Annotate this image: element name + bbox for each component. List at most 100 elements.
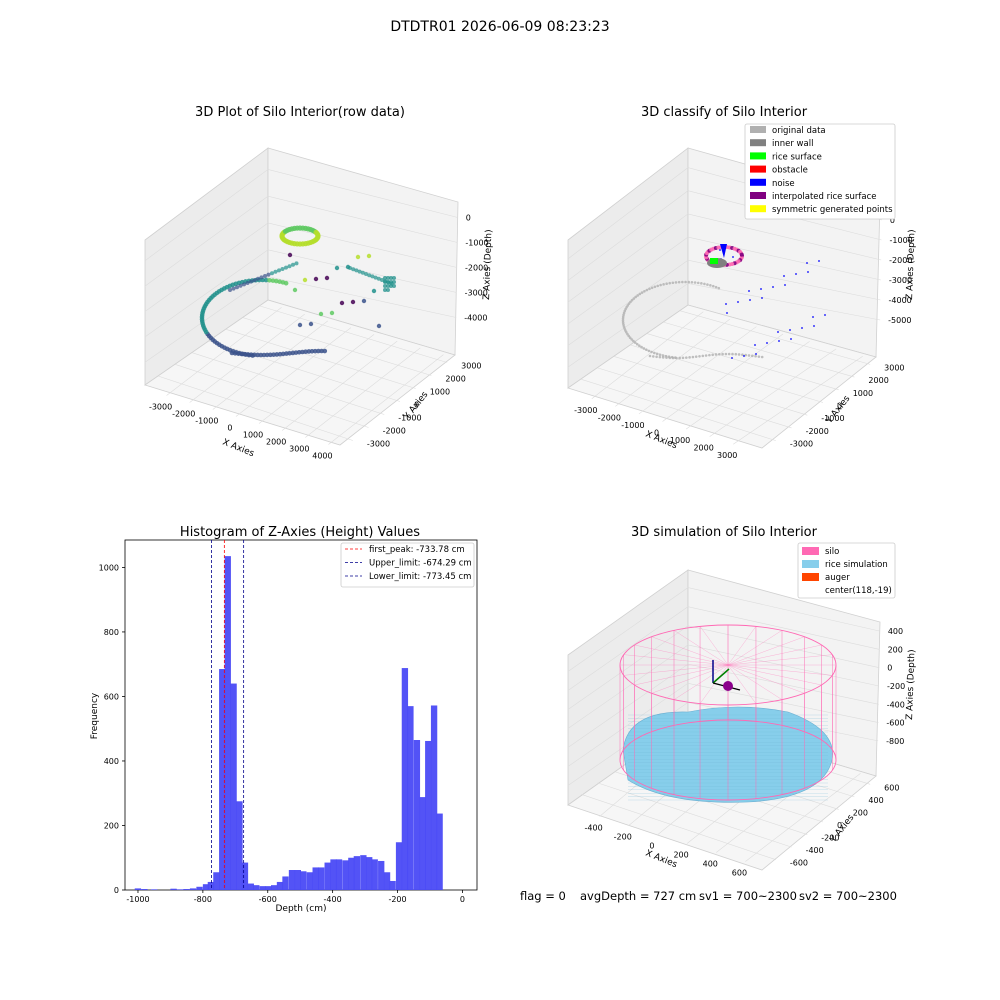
data-point: [339, 300, 345, 306]
gridline: [192, 352, 385, 415]
x-tick-label: 0: [227, 424, 232, 433]
data-point: [383, 284, 387, 288]
data-point: [700, 282, 703, 285]
data-point: [258, 352, 264, 358]
data-point: [650, 350, 653, 354]
data-point: [818, 260, 820, 262]
data-point: [621, 319, 625, 323]
x-tick-label: 1000: [670, 436, 690, 445]
data-point: [392, 276, 396, 280]
data-point: [812, 316, 814, 318]
data-point: [658, 355, 662, 359]
data-point: [259, 275, 264, 280]
data-point: [626, 304, 630, 307]
data-point: [640, 345, 643, 349]
data-point: [292, 287, 298, 293]
data-point: [351, 267, 356, 272]
z-tick-label: 400: [888, 627, 903, 636]
histogram-bar: [436, 813, 443, 890]
classify-gridlines: [567, 167, 882, 445]
data-point: [622, 323, 625, 326]
histogram-bar: [407, 706, 414, 890]
silo-roof-line: [651, 664, 729, 694]
x-tick-label: 2000: [266, 438, 286, 447]
gridline: [663, 321, 855, 378]
legend-label: inner wall: [772, 139, 813, 149]
x-tick-label: 400: [703, 860, 718, 869]
data-point: [277, 268, 281, 273]
z-tick-label: 200: [888, 645, 903, 654]
y-tick-label: -2000: [383, 427, 406, 436]
data-point: [801, 327, 803, 329]
silo-roof-line: [699, 626, 729, 666]
data-point: [638, 292, 642, 296]
data-point: [632, 297, 636, 300]
data-point: [760, 355, 764, 359]
legend-label: noise: [772, 179, 795, 189]
data-point: [357, 269, 362, 274]
data-point: [655, 355, 658, 359]
data-point: [361, 298, 367, 304]
x-tick-label: 1000: [243, 431, 263, 440]
data-point: [627, 302, 631, 305]
gridline: [567, 190, 882, 281]
data-point: [772, 286, 774, 288]
data-point: [783, 275, 785, 277]
gridline: [242, 317, 432, 376]
data-point: [734, 352, 738, 356]
x-tick-label: 0: [649, 842, 654, 851]
data-point: [643, 289, 646, 293]
data-point: [691, 355, 695, 359]
data-point: [297, 322, 303, 328]
histogram-bar: [176, 889, 184, 890]
raw-y-ticks: -3000 -2000 -1000 0 1000 2000 3000: [367, 362, 482, 449]
panel-simulation-3d: 3D simulation of Silo Interior -400 -200 0…: [567, 525, 917, 878]
data-point: [717, 286, 721, 290]
data-point: [727, 352, 731, 356]
data-point: [731, 357, 733, 359]
histogram-bar: [183, 889, 190, 890]
gridline: [567, 213, 882, 303]
data-point: [719, 249, 721, 251]
gridline: [166, 307, 282, 396]
classify-x-label: X Axies: [644, 430, 679, 452]
gridline: [745, 773, 861, 862]
data-point: [621, 315, 625, 319]
data-point: [242, 282, 246, 287]
data-point: [706, 283, 709, 286]
histogram-bar: [134, 888, 142, 890]
panel-raw-3d: 3D Plot of Silo Interior(row data) -3000…: [144, 105, 494, 461]
data-point: [627, 334, 631, 338]
data-point: [698, 354, 701, 358]
simulation-z-ticks: -800 -600 -400 -200 0 200 400: [886, 627, 905, 746]
data-point: [319, 348, 324, 354]
data-point: [645, 348, 648, 352]
gridline: [679, 310, 871, 365]
legend-swatch: [750, 126, 766, 133]
x-tick-label: -200: [614, 833, 632, 842]
legend-label: symmetric generated points: [772, 205, 893, 215]
panel-classify-title: 3D classify of Silo Interior: [641, 105, 808, 120]
silo-roof-line: [623, 654, 729, 666]
x-tick-label: -1000: [621, 421, 644, 430]
data-point: [367, 273, 372, 278]
y-tick-label: 400: [104, 757, 119, 766]
z-tick-label: 0: [887, 664, 892, 673]
data-point: [755, 353, 757, 355]
data-point: [266, 272, 271, 277]
y-tick-label: 0: [837, 821, 842, 830]
data-point: [632, 339, 635, 343]
data-point: [629, 300, 632, 304]
data-point: [383, 279, 388, 284]
histogram-bar: [353, 856, 361, 890]
data-point: [688, 356, 691, 359]
data-point: [662, 283, 665, 286]
z-tick-label: 0: [466, 214, 471, 223]
y-tick-label: 400: [868, 796, 883, 805]
y-tick-label: -600: [790, 859, 808, 868]
data-point: [761, 297, 763, 299]
gridline: [259, 305, 448, 363]
z-tick-label: -5000: [888, 316, 911, 325]
